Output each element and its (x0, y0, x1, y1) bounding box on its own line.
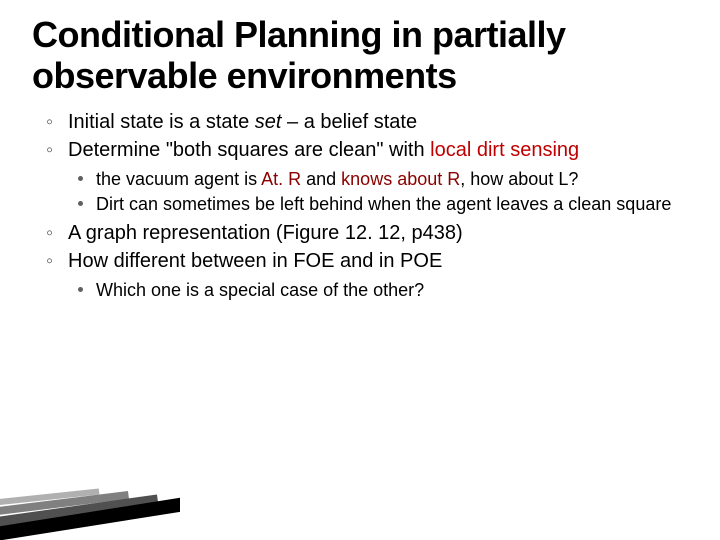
bullet-2-sub-2: Dirt can sometimes be left behind when t… (96, 192, 688, 216)
bullet-3-text: A graph representation (Figure 12. 12, p… (68, 222, 463, 244)
bullet-item-3: A graph representation (Figure 12. 12, p… (68, 220, 688, 247)
bullet-2-sub-1: the vacuum agent is At. R and knows abou… (96, 167, 688, 191)
bullet-1-set-word: set (255, 111, 282, 133)
bullet-2-sub-2-text: Dirt can sometimes be left behind when t… (96, 194, 671, 214)
decoration-stripe-2 (0, 494, 158, 528)
bullet-2-text-pre: Determine "both squares are clean" with (68, 139, 430, 161)
bullet-4-sublist: Which one is a special case of the other… (68, 278, 688, 302)
bullet-2-red-text: local dirt sensing (430, 139, 579, 161)
bullet-2-sub-1-post: , how about L? (460, 169, 578, 189)
bullet-4-sub-1-text: Which one is a special case of the other… (96, 280, 424, 300)
bullet-item-4: How different between in FOE and in POE … (68, 248, 688, 302)
slide-title: Conditional Planning in partially observ… (32, 14, 688, 97)
bullet-4-text: How different between in FOE and in POE (68, 250, 442, 272)
corner-decoration (0, 480, 180, 540)
bullet-list-level1: Initial state is a state set – a belief … (32, 109, 688, 303)
bullet-1-text-post: – a belief state (281, 111, 417, 133)
bullet-item-2: Determine "both squares are clean" with … (68, 137, 688, 217)
bullet-2-sub-1-pre: the vacuum agent is (96, 169, 261, 189)
decoration-stripe-3 (0, 491, 129, 516)
bullet-1-text-pre: Initial state is a state (68, 111, 255, 133)
decoration-stripe-1 (0, 494, 180, 540)
bullet-2-sub-1-knows: knows about R (341, 169, 460, 189)
bullet-4-sub-1: Which one is a special case of the other… (96, 278, 688, 302)
bullet-2-sub-1-atr: At. R (261, 169, 301, 189)
decoration-stripe-4 (0, 489, 99, 506)
slide-container: Conditional Planning in partially observ… (0, 0, 720, 303)
bullet-item-1: Initial state is a state set – a belief … (68, 109, 688, 136)
bullet-2-sub-1-mid: and (301, 169, 341, 189)
bullet-2-sublist: the vacuum agent is At. R and knows abou… (68, 167, 688, 217)
